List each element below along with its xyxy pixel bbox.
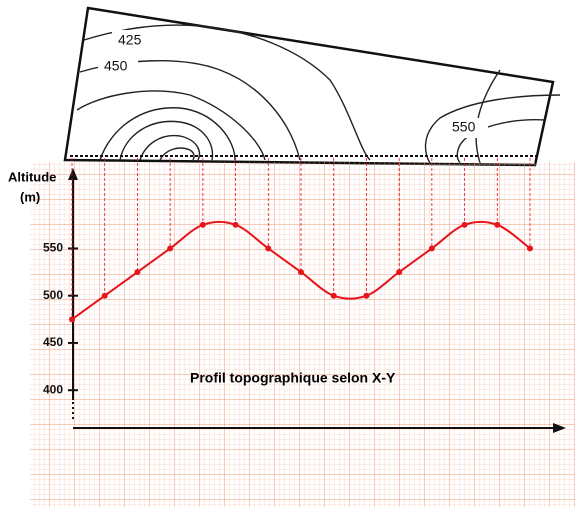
profile-point	[265, 245, 272, 252]
profile-point	[298, 269, 304, 276]
profile-point	[527, 245, 533, 252]
profile-point	[330, 292, 337, 299]
profile-point	[199, 221, 206, 228]
profile-point	[167, 245, 174, 252]
profile-point	[232, 221, 239, 228]
profile-point	[363, 292, 370, 299]
y-label: Altitude	[8, 169, 56, 184]
contour-label: 425	[118, 32, 142, 48]
y-label: (m)	[20, 189, 40, 204]
profile-point	[396, 269, 403, 276]
profile-point	[69, 316, 75, 323]
contour-label: 550	[452, 119, 476, 135]
profile-point	[134, 269, 141, 276]
contour-label: 450	[104, 58, 128, 74]
y-tick-label: 450	[43, 335, 63, 349]
chart-title: Profil topographique selon X-Y	[190, 370, 396, 386]
profile-point	[428, 245, 435, 252]
y-tick-label: 400	[43, 382, 63, 396]
profile-point	[101, 292, 108, 299]
axes	[68, 168, 566, 433]
contour-map: 425 450 550	[63, 6, 561, 167]
graph-paper	[30, 162, 575, 507]
y-tick-label: 550	[43, 241, 63, 255]
profile-point	[494, 221, 501, 228]
profile-point	[461, 221, 468, 228]
y-tick-label: 500	[43, 288, 63, 302]
